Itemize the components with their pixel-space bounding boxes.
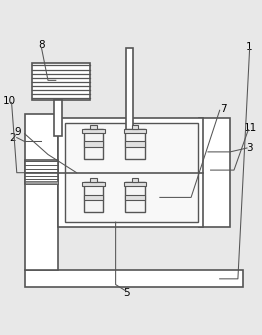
Bar (84, 129, 103, 159)
Text: 10: 10 (2, 96, 15, 106)
Bar (124, 183, 146, 186)
Text: 2: 2 (9, 133, 16, 143)
Bar (32, 63, 90, 100)
Bar (25, 270, 243, 287)
Bar (25, 181, 58, 184)
Text: 5: 5 (123, 288, 129, 298)
Bar (25, 160, 58, 184)
Bar (125, 183, 145, 212)
Bar (125, 141, 145, 147)
Bar (125, 195, 145, 200)
Bar (132, 125, 138, 129)
Bar (82, 183, 105, 186)
Text: 9: 9 (15, 127, 21, 137)
Bar (82, 129, 105, 133)
Bar (124, 129, 146, 133)
Bar (65, 123, 198, 222)
Text: 3: 3 (246, 143, 253, 153)
Bar (25, 114, 58, 270)
Text: 11: 11 (244, 124, 257, 133)
Bar (84, 183, 103, 212)
Text: 8: 8 (38, 40, 45, 50)
Bar (126, 48, 133, 141)
Bar (84, 141, 103, 147)
Bar (90, 178, 97, 183)
Bar (58, 118, 203, 227)
Bar (90, 125, 97, 129)
Text: 7: 7 (220, 104, 227, 114)
Bar (54, 100, 62, 136)
Bar (199, 118, 230, 227)
Bar (132, 178, 138, 183)
Text: 1: 1 (246, 42, 253, 52)
Bar (125, 129, 145, 159)
Bar (84, 195, 103, 200)
